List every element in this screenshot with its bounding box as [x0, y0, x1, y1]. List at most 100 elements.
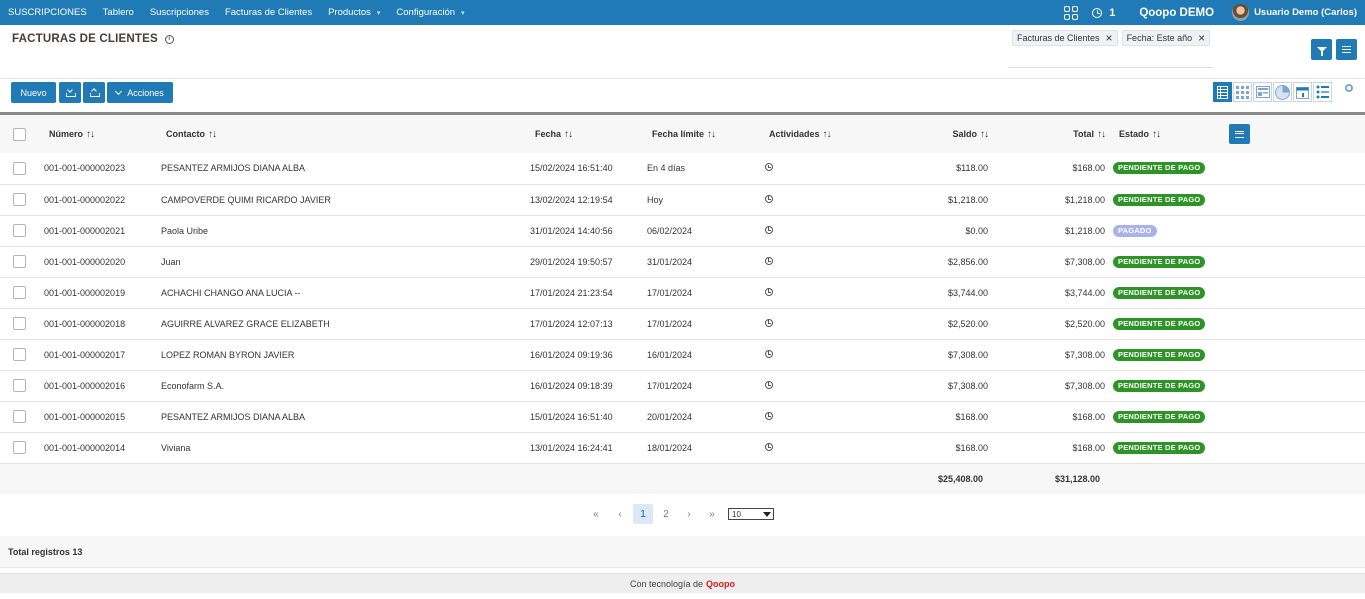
form-view-icon[interactable] [1253, 82, 1272, 102]
nav-item-tablero[interactable]: Tablero [102, 7, 134, 18]
status-badge: PENDIENTE DE PAGO [1113, 255, 1206, 268]
activity-clock-icon[interactable] [765, 318, 773, 327]
row-checkbox[interactable] [13, 317, 26, 330]
table-row[interactable]: 001-001-000002022 CAMPOVERDE QUIMI RICARD… [0, 184, 1365, 215]
row-checkbox[interactable] [13, 410, 26, 423]
nav-item-suscripciones[interactable]: SUSCRIPCIONES [8, 7, 87, 18]
activity-view-icon[interactable] [1313, 82, 1332, 102]
actions-dropdown[interactable]: Acciones [107, 82, 173, 103]
prev-page-button[interactable]: ‹ [618, 508, 622, 520]
page-1-button[interactable]: 1 [633, 504, 653, 524]
activity-clock-icon[interactable] [765, 349, 773, 358]
company-switcher[interactable]: Qoopo DEMO [1139, 6, 1215, 19]
view-switcher [1213, 82, 1332, 102]
column-estado[interactable]: Estado ↑↓ [1119, 128, 1161, 140]
page-2-button[interactable]: 2 [663, 508, 669, 520]
list-view-icon[interactable] [1213, 82, 1232, 102]
column-fecha-limite[interactable]: Fecha límite ↑↓ [652, 128, 716, 140]
table-row[interactable]: 001-001-000002018 AGUIRRE ALVAREZ GRACE E… [0, 308, 1365, 339]
sort-icon: ↑↓ [707, 128, 716, 140]
column-contacto[interactable]: Contacto ↑↓ [166, 128, 217, 140]
page-title-text: FACTURAS DE CLIENTES [12, 33, 158, 45]
cell-numero: 001-001-000002020 [44, 256, 126, 267]
cell-numero: 001-001-000002023 [44, 163, 126, 174]
cell-contacto: PESANTEZ ARMIJOS DIANA ALBA [161, 163, 306, 174]
column-actividades[interactable]: Actividades ↑↓ [769, 128, 832, 140]
activity-clock-icon[interactable] [765, 256, 773, 265]
page-size-select[interactable]: 10 [728, 508, 774, 520]
nav-item-configuraci-n[interactable]: Configuración ▾ [396, 7, 465, 18]
row-checkbox[interactable] [13, 286, 26, 299]
column-numero[interactable]: Número ↑↓ [49, 128, 95, 140]
cell-total: $7,308.00 [1064, 256, 1105, 267]
status-badge: PENDIENTE DE PAGO [1113, 348, 1206, 361]
cell-fecha: 31/01/2024 14:40:56 [530, 225, 613, 236]
activity-clock-icon[interactable] [765, 380, 773, 389]
column-fecha[interactable]: Fecha ↑↓ [535, 128, 573, 140]
row-checkbox[interactable] [13, 379, 26, 392]
user-menu[interactable]: Usuario Demo (Carlos) [1254, 7, 1357, 18]
cell-total: $1,218.00 [1064, 194, 1105, 205]
select-all-checkbox[interactable] [13, 127, 26, 141]
upload-button[interactable] [83, 82, 105, 103]
download-button[interactable] [59, 82, 81, 103]
optional-columns-button[interactable] [1229, 124, 1250, 144]
activity-clock-icon[interactable] [765, 287, 773, 296]
table-row[interactable]: 001-001-000002020 Juan 29/01/2024 19:50:57… [0, 246, 1365, 277]
table-row[interactable]: 001-001-000002023 PESANTEZ ARMIJOS DIANA … [0, 153, 1365, 184]
new-button[interactable]: Nuevo [11, 82, 56, 103]
activity-clock-icon[interactable] [765, 163, 773, 172]
cell-fecha-limite: 20/01/2024 [647, 411, 693, 422]
table-row[interactable]: 001-001-000002019 ACHACHI CHANGO ANA LUCI… [0, 277, 1365, 308]
search-facets[interactable]: Facturas de Clientes × Fecha: Este año × [1008, 30, 1213, 68]
table-row[interactable]: 001-001-000002017 LOPEZ ROMAN BYRON JAVIE… [0, 339, 1365, 370]
search-options-button[interactable] [1336, 39, 1357, 60]
sort-icon: ↑↓ [208, 128, 217, 140]
table-row[interactable]: 001-001-000002015 PESANTEZ ARMIJOS DIANA … [0, 401, 1365, 432]
row-checkbox[interactable] [13, 255, 26, 268]
calendar-view-icon[interactable] [1293, 82, 1312, 102]
apps-grid-icon[interactable] [1064, 5, 1079, 20]
close-icon[interactable]: × [1198, 31, 1206, 45]
activity-clock-icon[interactable] [1092, 7, 1103, 18]
row-checkbox[interactable] [13, 193, 26, 206]
cell-saldo: $7,308.00 [947, 380, 988, 391]
activity-clock-icon[interactable] [765, 225, 773, 234]
table-row[interactable]: 001-001-000002021 Paola Uribe 31/01/2024 1… [0, 215, 1365, 246]
filter-button[interactable] [1311, 39, 1332, 60]
close-icon[interactable]: × [1105, 31, 1113, 45]
row-checkbox[interactable] [13, 224, 26, 237]
pie-chart-view-icon[interactable] [1273, 82, 1292, 102]
table-row[interactable]: 001-001-000002016 Econofarm S.A. 16/01/202… [0, 370, 1365, 401]
nav-item-suscripciones[interactable]: Suscripciones [149, 7, 209, 18]
cell-fecha: 16/01/2024 09:18:39 [530, 380, 613, 391]
kanban-view-icon[interactable] [1233, 82, 1252, 102]
cell-fecha: 15/01/2024 16:51:40 [530, 411, 613, 422]
column-total[interactable]: Total ↑↓ [1073, 128, 1106, 140]
nav-item-facturas-de-clientes[interactable]: Facturas de Clientes [224, 7, 313, 18]
settings-icon[interactable] [1345, 84, 1353, 92]
cell-numero: 001-001-000002022 [44, 194, 126, 205]
last-page-button[interactable]: » [709, 508, 715, 520]
row-checkbox[interactable] [13, 348, 26, 361]
next-page-button[interactable]: › [687, 508, 691, 520]
row-checkbox[interactable] [13, 161, 26, 175]
activity-clock-icon[interactable] [765, 411, 773, 420]
first-page-button[interactable]: « [593, 508, 599, 520]
footer-brand[interactable]: Qoopo [706, 578, 736, 589]
cell-total: $2,520.00 [1064, 318, 1105, 329]
status-badge: PENDIENTE DE PAGO [1113, 317, 1206, 330]
cell-total: $3,744.00 [1064, 287, 1105, 298]
table-row[interactable]: 001-001-000002014 Viviana 13/01/2024 16:24… [0, 432, 1365, 463]
nav-item-productos[interactable]: Productos ▾ [328, 7, 381, 18]
info-icon[interactable]: i [164, 34, 174, 44]
activity-clock-icon[interactable] [765, 194, 773, 203]
avatar[interactable] [1232, 4, 1250, 21]
cell-fecha: 16/01/2024 09:19:36 [530, 349, 613, 360]
sort-icon: ↑↓ [980, 128, 989, 140]
cell-numero: 001-001-000002016 [44, 380, 126, 391]
column-saldo[interactable]: Saldo ↑↓ [952, 128, 989, 140]
row-checkbox[interactable] [13, 441, 26, 454]
activity-clock-icon[interactable] [765, 442, 773, 451]
activity-count[interactable]: 1 [1109, 6, 1116, 19]
